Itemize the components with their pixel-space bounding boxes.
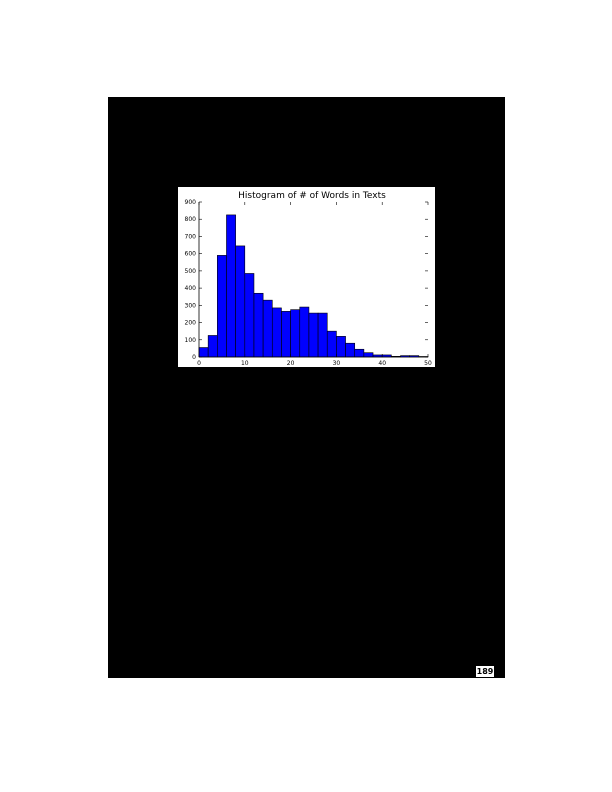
histogram-bar [281, 311, 291, 358]
x-tick-label: 50 [424, 360, 432, 367]
histogram-bar [317, 312, 328, 358]
histogram-bar [207, 335, 218, 358]
histogram-bar [226, 214, 236, 358]
x-tick-label: 20 [287, 360, 295, 367]
histogram-bar [217, 255, 227, 358]
y-tick-label: 300 [185, 302, 197, 309]
y-tick-label: 500 [185, 268, 197, 275]
x-tick-label: 30 [333, 360, 341, 367]
histogram-bar [235, 245, 246, 358]
y-tick-label: 700 [185, 233, 197, 240]
bars-layer [198, 214, 429, 358]
histogram-bar [271, 307, 282, 358]
histogram-bar [253, 292, 264, 358]
y-tick-label: 100 [185, 337, 197, 344]
y-tick-label: 900 [185, 199, 197, 206]
histogram-bar [308, 312, 319, 358]
y-tick-label: 400 [185, 285, 197, 292]
histogram-bar [299, 306, 310, 358]
chart-title: Histogram of # of Words in Texts [238, 191, 386, 201]
page-number: 189 [476, 666, 494, 677]
x-tick-label: 10 [241, 360, 249, 367]
histogram-bar [244, 273, 255, 358]
histogram-bar [290, 309, 301, 358]
histogram-bar [198, 347, 209, 358]
histogram-bar [345, 342, 356, 358]
histogram-svg: Histogram of # of Words in Texts 0100200… [185, 191, 432, 367]
y-tick-label: 800 [185, 216, 197, 223]
y-tick-label: 0 [192, 354, 196, 361]
y-tick-label: 600 [185, 251, 197, 258]
histogram-chart: Histogram of # of Words in Texts 0 100 200… [178, 187, 435, 367]
dark-page-panel [108, 97, 505, 678]
histogram-bar [354, 348, 365, 358]
x-tick-label: 40 [378, 360, 386, 367]
histogram-bar [336, 336, 346, 358]
axes-layer: 0 100 200 300 400 500 600 700 800 900 0 10 20 30 40 50 [185, 199, 432, 367]
histogram-bar [326, 330, 337, 358]
histogram-bar [262, 299, 273, 358]
histogram-bar [363, 352, 374, 358]
x-tick-label: 0 [197, 360, 201, 367]
y-tick-label: 200 [185, 320, 197, 327]
